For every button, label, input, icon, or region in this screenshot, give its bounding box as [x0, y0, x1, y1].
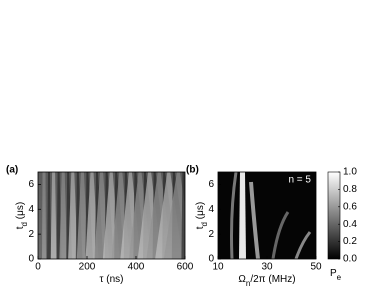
resonance: [239, 172, 246, 259]
y-tick-label: 0: [28, 254, 34, 265]
axis-label: Ωn/2π (MHz): [238, 274, 295, 288]
colorbar-tick-label: 0.2: [343, 236, 357, 247]
y-tick-label: 4: [208, 204, 214, 215]
label-part: τ (ns): [100, 274, 124, 285]
label-part: (μs): [15, 202, 26, 222]
y-tick-label: 6: [208, 179, 214, 190]
label-part: d: [20, 222, 29, 226]
heatmap-image: [218, 172, 316, 259]
x-tick-label: 30: [261, 262, 273, 273]
x-tick-label: 200: [79, 262, 96, 273]
x-tick-label: 0: [35, 262, 41, 273]
label-part: Ω: [238, 274, 246, 285]
label-part: e: [337, 273, 342, 282]
colorbar: [327, 171, 341, 260]
label-part: t: [195, 226, 206, 229]
label-part: d: [200, 222, 209, 226]
resonance: [249, 181, 260, 259]
resonance: [271, 211, 290, 259]
label-part: P: [330, 268, 337, 279]
label-part: (μs): [195, 202, 206, 222]
x-tick-label: 400: [128, 262, 145, 273]
y-tick-label: 2: [28, 229, 34, 240]
x-tick-label: 10: [212, 262, 224, 273]
panel-label: (b): [186, 165, 199, 176]
axis-label: td (μs): [195, 202, 209, 229]
y-tick-label: 6: [28, 179, 34, 190]
resonance: [294, 231, 312, 259]
plot-frame: [37, 171, 186, 260]
label-part: /2π (MHz): [250, 274, 295, 285]
colorbar-tick-label: 0.4: [343, 219, 357, 230]
heatmap-image: [38, 172, 185, 259]
colorbar-tick-label: 0.6: [343, 201, 357, 212]
y-tick-label: 0: [208, 254, 214, 265]
x-tick-label: 600: [177, 262, 194, 273]
x-tick-label: 50: [310, 262, 322, 273]
colorbar-tick-label: 1.0: [343, 167, 357, 178]
label-part: n: [246, 279, 250, 288]
axis-label: τ (ns): [100, 274, 124, 285]
resonance: [230, 172, 238, 259]
annotation: n = 5: [288, 175, 311, 186]
axis-label: Pe: [330, 268, 342, 282]
y-tick-label: 2: [208, 229, 214, 240]
label-part: t: [15, 226, 26, 229]
colorbar-tick-label: 0.8: [343, 184, 357, 195]
heatmap-shade: [38, 172, 185, 259]
panel-label: (a): [6, 165, 18, 176]
y-tick-label: 4: [28, 204, 34, 215]
axis-label: td (μs): [15, 202, 29, 229]
colorbar-tick-label: 0.0: [343, 254, 357, 265]
